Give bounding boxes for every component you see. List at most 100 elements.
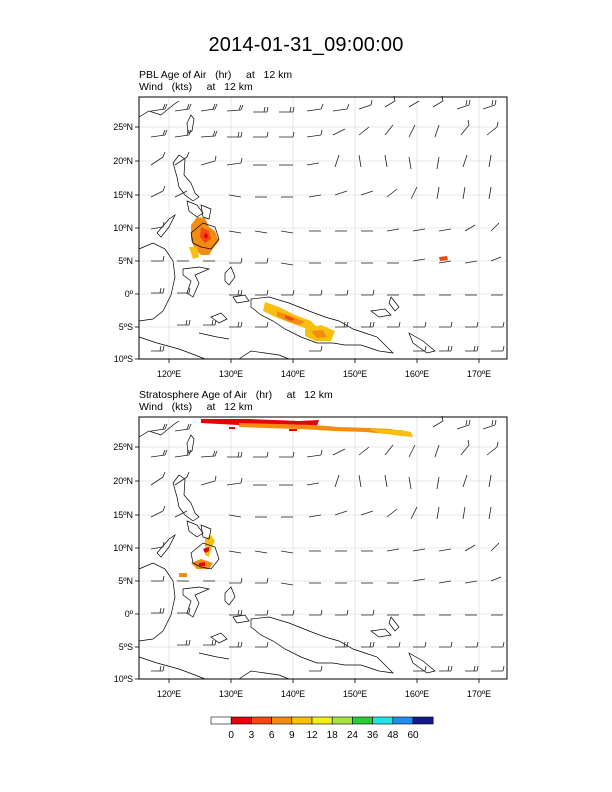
lon-label: 130ºE [219,689,243,699]
new-ireland-coast [388,616,400,632]
lon-label: 160ºE [405,369,429,379]
lat-label: 10ºN [113,543,133,553]
colorbar-label: 18 [327,730,339,741]
lat-label: 5ºS [119,322,133,332]
palawan-coast [156,533,176,558]
colorbar-label: 6 [269,730,275,741]
lat-label: 0º [125,289,134,299]
luzon-coast [172,474,200,522]
solomon-coast [408,332,436,354]
top-field-label: PBL Age of Air (hr) at 12 km [139,69,293,81]
colorbar-label: 48 [387,730,399,741]
lat-label: 10ºS [114,354,133,364]
lesser-sunda-coast [198,332,230,340]
colorbar-swatch [352,716,373,725]
lat-label: 20ºN [113,156,133,166]
bottom-axis-ticks [135,446,480,683]
samar-coast [200,524,212,540]
top-wind-barbs [150,95,505,352]
lat-label: 0º [125,609,134,619]
bottom-panel-title: Stratosphere Age of Air (hr) at 12 km Wi… [139,389,333,413]
australia-coast [238,670,290,680]
lesser-sunda-coast [198,652,230,660]
jet-band-red [201,419,319,426]
colorbar-swatch [230,716,252,725]
bottom-wind-barbs [150,415,505,672]
colorbar-swatch [412,716,434,725]
colorbar-swatch [372,716,394,725]
lat-label: 5ºS [119,642,133,652]
sulawesi-coast [182,586,211,618]
seram-coast [232,614,250,624]
lat-label: 5ºN [118,256,133,266]
taiwan-coast [186,434,195,454]
colorbar-swatch [392,716,414,725]
lat-label: 5ºN [118,576,133,586]
colorbar-label: 24 [347,730,359,741]
bottom-wind-label: Wind (kts) at 12 km [139,401,253,413]
new-britain-coast [370,628,392,638]
jet-band-yellow [369,429,413,437]
sulawesi-coast [182,266,211,298]
colorbar-swatch [210,716,232,725]
sulu-strat-spot [179,573,187,577]
top-wind-label: Wind (kts) at 12 km [139,81,253,93]
lon-label: 150ºE [343,689,367,699]
top-pbl-age-field [189,217,448,341]
luzon-coast [172,154,200,202]
mindanao-strat-core [199,562,205,566]
visayas-coast [186,520,204,538]
new-guinea-plume-max [285,315,295,321]
samar-coast [200,204,212,220]
figure-title: 2014-01-31_09:00:00 [208,34,404,56]
lon-label: 120ºE [157,689,181,699]
lat-label: 20ºN [113,476,133,486]
colorbar-swatch [331,716,353,725]
bottom-strat-age-field [179,419,413,577]
borneo-coast [138,562,176,642]
colorbar-label: 12 [306,730,318,741]
lat-label: 25ºN [113,442,133,452]
lat-label: 25ºN [113,122,133,132]
jet-band-orange [239,423,401,435]
lon-label: 170ºE [467,369,491,379]
lon-label: 150ºE [343,369,367,379]
philippines-plume-edge [189,247,199,259]
australia-coast [238,350,290,360]
bottom-gridlines [139,417,507,679]
top-panel-title: PBL Age of Air (hr) at 12 km Wind (kts) … [139,69,292,93]
halmahera-coast [224,586,236,606]
lat-label: 15ºN [113,190,133,200]
top-lon-labels: 120ºE 130ºE 140ºE 150ºE 160ºE 170ºE [157,369,491,379]
java-coast [138,656,206,680]
bottom-map-panel: 25ºN 20ºN 15ºN 10ºN 5ºN 0º 5ºS 10ºS 120º… [113,415,508,699]
timor-coast [210,312,228,324]
bottom-field-label: Stratosphere Age of Air (hr) at 12 km [139,389,333,401]
mindanao-coast [190,542,220,570]
lon-label: 130ºE [219,369,243,379]
colorbar-label: 3 [249,730,255,741]
java-coast [138,336,206,360]
lat-label: 15ºN [113,510,133,520]
philippines-plume-max [204,233,208,239]
new-guinea-coast [250,616,394,674]
colorbar-swatch [251,716,272,725]
bottom-lon-labels: 120ºE 130ºE 140ºE 150ºE 160ºE 170ºE [157,689,491,699]
palawan-coast [156,213,176,238]
colorbar-swatch [311,716,333,725]
lon-label: 120ºE [157,369,181,379]
colorbar-swatch [291,716,313,725]
top-lat-labels: 25ºN 20ºN 15ºN 10ºN 5ºN 0º 5ºS 10ºS [113,122,134,364]
bottom-coastlines [138,420,436,680]
lon-label: 170ºE [467,689,491,699]
colorbar-swatch [271,716,293,725]
colorbar-label: 60 [407,730,419,741]
seram-coast [232,294,250,304]
new-guinea-coast [250,296,394,354]
new-britain-coast [370,308,392,318]
solomon-coast [408,652,436,674]
top-map-panel: 25ºN 20ºN 15ºN 10ºN 5ºN 0º 5ºS 10ºS 120º… [113,95,508,379]
taiwan-coast [186,114,195,134]
colorbar-label: 36 [367,730,379,741]
